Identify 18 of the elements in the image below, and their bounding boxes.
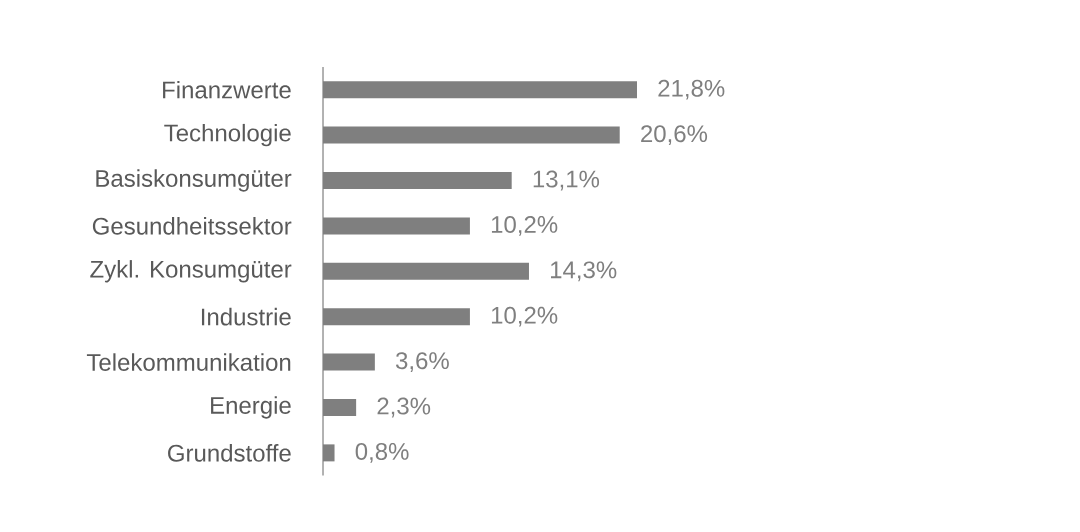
data-label: 0,8% [355, 442, 409, 463]
y-tick-label: Zykl. Konsumgüter [90, 260, 292, 283]
y-tick-label: Grundstoffe [168, 444, 291, 462]
data-label: 3,6% [395, 352, 449, 372]
data-label: 2,3% [377, 397, 431, 418]
y-tick-label: Telekommunikation [86, 353, 291, 371]
y-tick-label: Technologie [164, 123, 291, 147]
data-label: 14,3% [551, 261, 617, 282]
y-tick-label: Finanzwerte [163, 80, 291, 99]
y-tick-label: Gesundheitssektor [92, 217, 292, 235]
data-label: 13,1% [533, 170, 600, 191]
data-label: 21,8% [658, 79, 725, 100]
data-label: 10,2% [491, 215, 558, 236]
data-label: 20,6% [641, 125, 708, 146]
data-label: 10,2% [491, 306, 558, 327]
y-tick-label: Basiskonsumgüter [96, 169, 292, 192]
y-tick-label: Energie [211, 396, 291, 419]
y-tick-label: Industrie [201, 307, 291, 326]
